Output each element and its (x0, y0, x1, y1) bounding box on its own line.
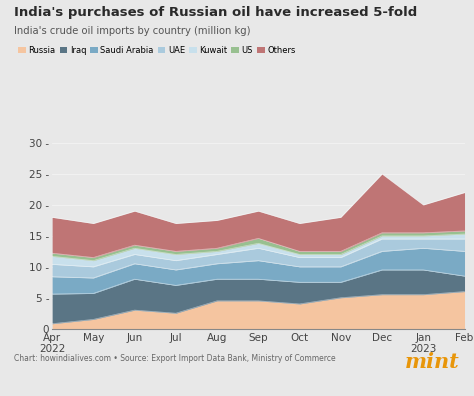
Legend: Russia, Iraq, Saudi Arabia, UAE, Kuwait, US, Others: Russia, Iraq, Saudi Arabia, UAE, Kuwait,… (18, 46, 295, 55)
Text: India's purchases of Russian oil have increased 5-fold: India's purchases of Russian oil have in… (14, 6, 418, 19)
Text: mint: mint (405, 352, 460, 372)
Text: Chart: howindialives.com • Source: Export Import Data Bank, Ministry of Commerce: Chart: howindialives.com • Source: Expor… (14, 354, 336, 364)
Text: India's crude oil imports by country (million kg): India's crude oil imports by country (mi… (14, 26, 251, 36)
